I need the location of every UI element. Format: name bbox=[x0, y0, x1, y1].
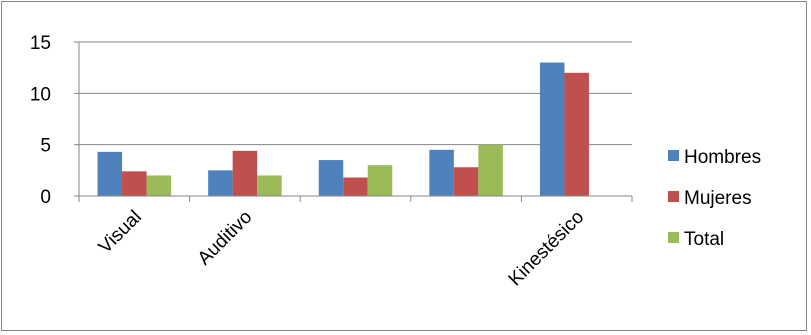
gridlines bbox=[79, 41, 632, 146]
legend-label-total: Total bbox=[684, 229, 724, 250]
bar-hombres-1 bbox=[97, 151, 123, 196]
y-axis-tick-labels: 0 5 10 15 bbox=[30, 33, 51, 208]
bar-mujeres-1 bbox=[122, 171, 147, 196]
bar-mujeres-4 bbox=[453, 167, 479, 196]
x-tick-label-5: Kinestésico bbox=[505, 207, 589, 291]
legend-label-hombres: Hombres bbox=[684, 147, 761, 168]
axes bbox=[74, 41, 633, 202]
bar-hombres-2 bbox=[208, 170, 233, 196]
legend-item-mujeres: Mujeres bbox=[668, 188, 752, 209]
bar-total-2 bbox=[257, 175, 282, 196]
bar-total-3 bbox=[367, 165, 393, 196]
y-tick-label: 10 bbox=[30, 84, 51, 105]
x-axis-tick-labels: Visual Auditivo Kinestésico bbox=[95, 207, 589, 291]
bars bbox=[97, 62, 589, 197]
legend: Hombres Mujeres Total bbox=[668, 147, 761, 250]
bar-total-4 bbox=[478, 144, 503, 196]
bar-hombres-5 bbox=[539, 62, 565, 197]
bar-hombres-3 bbox=[318, 160, 344, 196]
bar-total-1 bbox=[146, 175, 172, 196]
legend-label-mujeres: Mujeres bbox=[684, 188, 752, 209]
bar-mujeres-3 bbox=[343, 177, 368, 196]
y-tick-label: 0 bbox=[40, 187, 51, 208]
bar-mujeres-2 bbox=[232, 150, 258, 196]
y-tick-label: 5 bbox=[40, 136, 51, 157]
x-tick-label-1: Visual bbox=[95, 207, 146, 258]
bar-mujeres-5 bbox=[564, 72, 589, 196]
bar-hombres-4 bbox=[429, 149, 454, 196]
y-tick-label: 15 bbox=[30, 33, 51, 54]
legend-item-total: Total bbox=[668, 229, 724, 250]
legend-swatch-total bbox=[668, 232, 679, 243]
legend-swatch-mujeres bbox=[668, 191, 679, 202]
chart-area bbox=[1, 1, 807, 331]
legend-item-hombres: Hombres bbox=[668, 147, 761, 168]
legend-swatch-hombres bbox=[668, 150, 679, 161]
x-tick-label-2: Auditivo bbox=[194, 207, 257, 270]
